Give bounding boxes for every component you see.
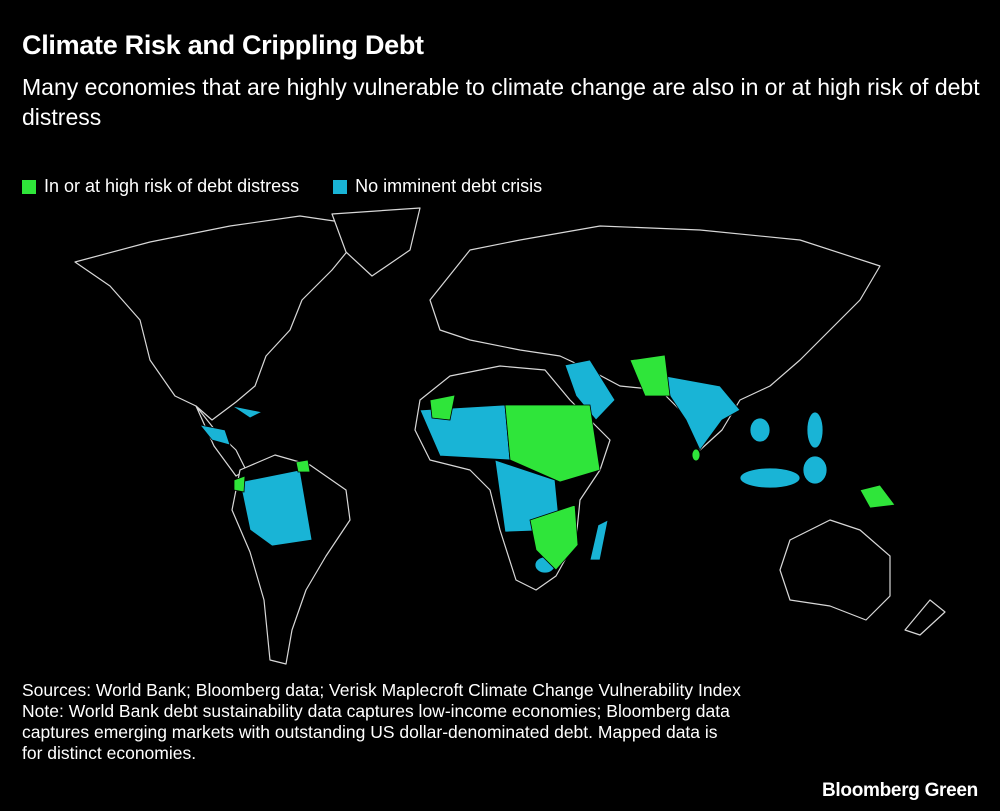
region: [691, 448, 701, 462]
region: [802, 455, 828, 485]
region: [199, 424, 231, 446]
region: [739, 467, 801, 489]
legend-item: In or at high risk of debt distress: [22, 176, 299, 197]
region: [564, 359, 616, 421]
region: [295, 459, 311, 473]
region: [629, 354, 671, 397]
sources: Sources: World Bank; Bloomberg data; Ver…: [22, 680, 741, 700]
legend-label: In or at high risk of debt distress: [44, 176, 300, 196]
legend-item: No imminent debt crisis: [333, 176, 542, 197]
world-map: [74, 207, 946, 665]
region: [504, 404, 601, 483]
brand: Bloomberg Green: [822, 780, 978, 801]
region: [749, 417, 771, 443]
eurasia: [429, 225, 881, 451]
title: Climate Risk and Crippling Debt: [22, 30, 424, 60]
new-zealand: [904, 599, 946, 636]
region: [806, 411, 824, 449]
legend-label: No imminent debt crisis: [355, 176, 543, 196]
subtitle: Many economies that are highly vulnerabl…: [22, 74, 980, 130]
legend: In or at high risk of debt distress No i…: [22, 176, 542, 197]
greenland: [331, 207, 421, 277]
region: [589, 519, 609, 561]
region: [859, 484, 896, 509]
region: [233, 475, 246, 493]
region: [529, 504, 579, 571]
legend-swatch: [22, 179, 36, 194]
note: Note: World Bank debt sustainability dat…: [22, 701, 730, 763]
north-america: [74, 215, 369, 421]
region: [664, 375, 741, 451]
region: [239, 469, 313, 547]
footnotes: Sources: World Bank; Bloomberg data; Ver…: [22, 680, 742, 764]
australia: [779, 519, 891, 621]
region: [231, 405, 264, 419]
region: [429, 394, 456, 421]
legend-swatch: [333, 179, 348, 194]
